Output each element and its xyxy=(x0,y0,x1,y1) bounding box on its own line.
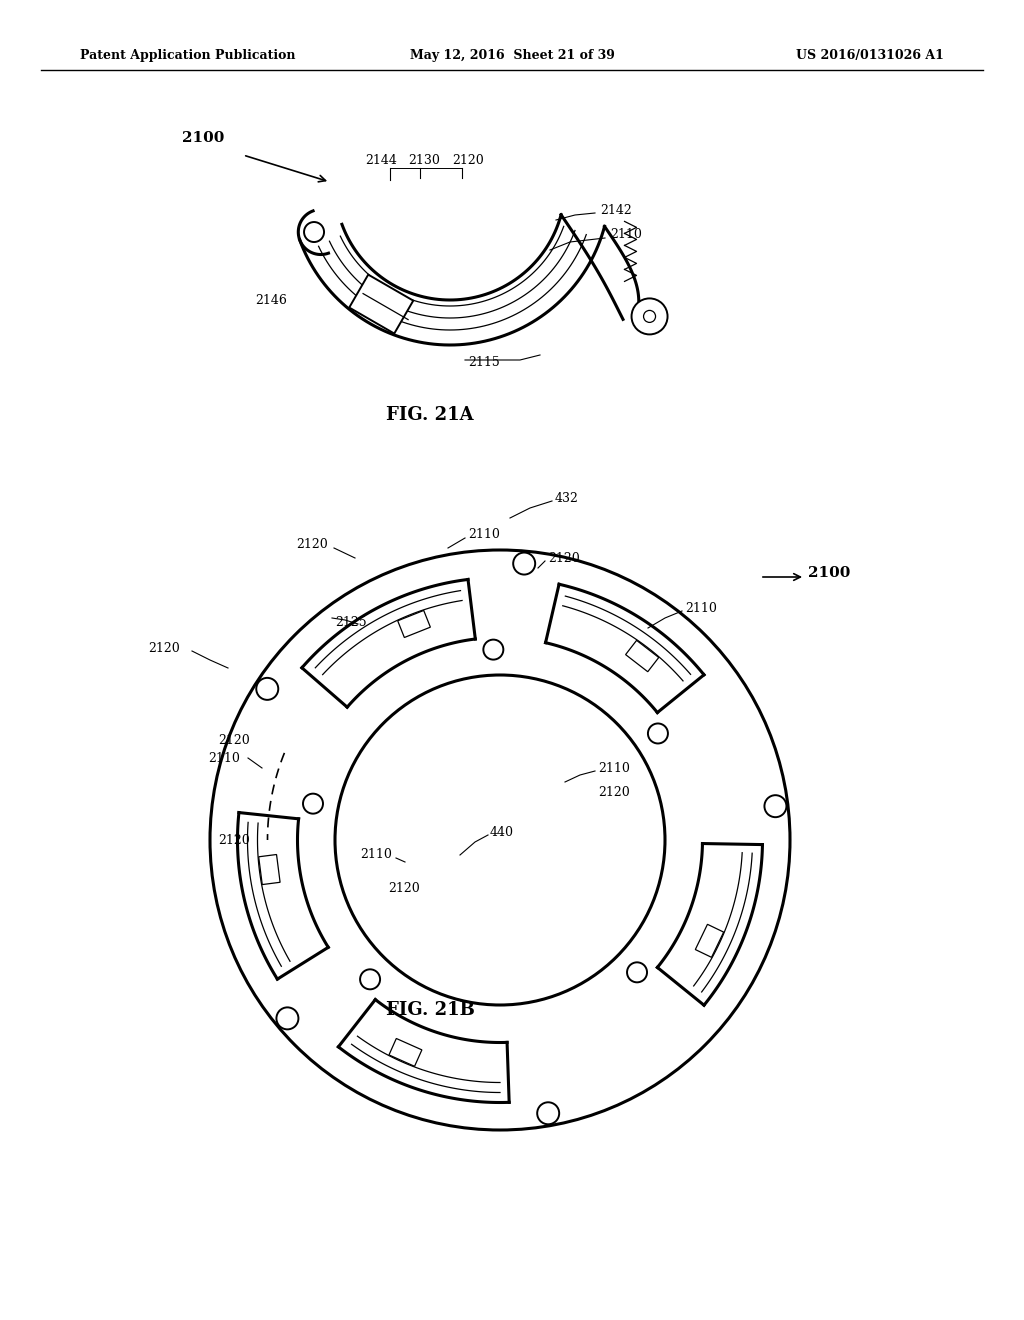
Circle shape xyxy=(335,675,665,1005)
Text: 2144: 2144 xyxy=(365,153,397,166)
Circle shape xyxy=(648,723,668,743)
Circle shape xyxy=(303,793,323,813)
Circle shape xyxy=(765,795,786,817)
Polygon shape xyxy=(626,640,658,672)
Circle shape xyxy=(627,962,647,982)
Text: 2120: 2120 xyxy=(148,642,180,655)
Text: Patent Application Publication: Patent Application Publication xyxy=(80,49,296,62)
Text: May 12, 2016  Sheet 21 of 39: May 12, 2016 Sheet 21 of 39 xyxy=(410,49,614,62)
Circle shape xyxy=(632,298,668,334)
Text: 2115: 2115 xyxy=(468,356,500,370)
Circle shape xyxy=(304,222,324,242)
Polygon shape xyxy=(389,1039,422,1067)
Text: US 2016/0131026 A1: US 2016/0131026 A1 xyxy=(796,49,944,62)
Polygon shape xyxy=(397,610,430,638)
Text: 2120: 2120 xyxy=(218,833,250,846)
Text: 2120: 2120 xyxy=(296,539,328,552)
Circle shape xyxy=(276,1007,298,1030)
Text: FIG. 21A: FIG. 21A xyxy=(386,407,474,424)
Text: 2120: 2120 xyxy=(218,734,250,747)
Circle shape xyxy=(538,1102,559,1125)
Polygon shape xyxy=(695,924,724,957)
Text: 2110: 2110 xyxy=(468,528,500,541)
Text: 2142: 2142 xyxy=(600,203,632,216)
Text: 2120: 2120 xyxy=(452,153,483,166)
Text: 2110: 2110 xyxy=(610,228,642,242)
Circle shape xyxy=(513,553,536,574)
Circle shape xyxy=(643,310,655,322)
Text: 2110: 2110 xyxy=(598,762,630,775)
Text: 2100: 2100 xyxy=(182,131,224,145)
Text: 2110: 2110 xyxy=(685,602,717,615)
Text: 2120: 2120 xyxy=(598,785,630,799)
Text: 2125: 2125 xyxy=(335,615,367,628)
Text: FIG. 21B: FIG. 21B xyxy=(386,1001,474,1019)
Polygon shape xyxy=(259,854,281,884)
Text: 2120: 2120 xyxy=(388,882,420,895)
Text: 2110: 2110 xyxy=(208,751,240,764)
Circle shape xyxy=(483,640,504,660)
Circle shape xyxy=(210,550,790,1130)
Text: 440: 440 xyxy=(490,825,514,838)
Polygon shape xyxy=(349,275,414,334)
Text: 2100: 2100 xyxy=(808,566,850,579)
Text: 2146: 2146 xyxy=(255,293,287,306)
Text: 2110: 2110 xyxy=(360,849,392,862)
Text: 2130: 2130 xyxy=(408,153,440,166)
Circle shape xyxy=(360,969,380,989)
Text: 2120: 2120 xyxy=(548,552,580,565)
Text: 432: 432 xyxy=(555,491,579,504)
Circle shape xyxy=(256,678,279,700)
